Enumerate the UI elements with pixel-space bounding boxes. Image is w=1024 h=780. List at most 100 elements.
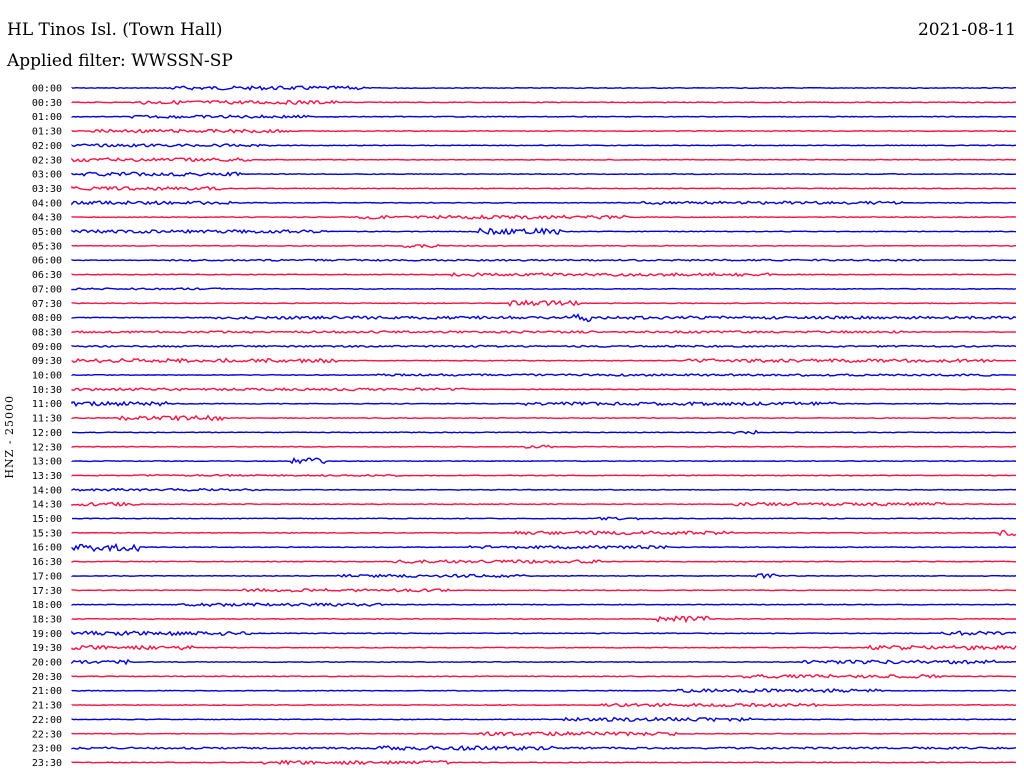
time-tick-label: 05:00: [32, 227, 62, 238]
time-tick-label: 21:30: [32, 701, 62, 712]
trace-row: [71, 143, 1017, 148]
time-tick-label: 19:30: [32, 643, 62, 654]
trace-row: [71, 128, 1016, 134]
trace-row: [71, 271, 1017, 278]
time-tick-label: 16:30: [32, 557, 62, 568]
time-tick-label: 05:30: [32, 241, 62, 252]
trace-row: [71, 287, 1017, 291]
trace-row: [71, 516, 1017, 521]
time-tick-label: 13:30: [32, 471, 62, 482]
trace-row: [71, 487, 1017, 492]
trace-row: [71, 630, 1017, 637]
time-tick-label: 12:00: [32, 428, 62, 439]
time-tick-label: 09:30: [32, 356, 62, 367]
trace-row: [71, 344, 1017, 348]
trace-row: [71, 573, 1017, 580]
date-label: 2021-08-11: [917, 20, 1016, 40]
trace-row: [71, 227, 1017, 236]
trace-row: [71, 157, 1017, 163]
time-tick-label: 20:30: [32, 672, 62, 683]
time-tick-label: 11:30: [32, 414, 62, 425]
trace-row: [71, 387, 1017, 392]
trace-row: [72, 429, 1017, 435]
station-title: HL Tinos Isl. (Town Hall): [7, 20, 223, 40]
time-tick-label: 08:30: [32, 327, 62, 338]
time-tick-label: 02:00: [32, 141, 62, 152]
time-tick-label: 14:30: [32, 500, 62, 511]
trace-row: [71, 329, 1017, 334]
trace-row: [71, 85, 1017, 91]
time-tick-label: 00:30: [32, 98, 62, 109]
time-tick-label: 04:30: [32, 213, 62, 224]
time-tick-label: 18:30: [32, 614, 62, 625]
time-tick-label: 12:30: [32, 442, 62, 453]
time-tick-label: 07:00: [32, 284, 62, 295]
trace-row: [71, 200, 1017, 206]
time-tick-label: 22:30: [32, 729, 62, 740]
time-tick-label: 17:30: [32, 586, 62, 597]
trace-row: [71, 114, 1017, 119]
time-tick-label: 11:00: [32, 399, 62, 410]
trace-row: [71, 587, 1017, 593]
trace-row: [71, 243, 1017, 249]
trace-row: [71, 658, 1017, 666]
time-tick-label: 08:00: [32, 313, 62, 324]
trace-row: [71, 542, 1017, 553]
trace-row: [71, 673, 1017, 679]
trace-row: [71, 702, 1017, 708]
time-tick-label: 07:30: [32, 299, 62, 310]
trace-row: [71, 214, 1017, 220]
time-tick-label: 17:00: [32, 571, 62, 582]
trace-row: [71, 171, 1017, 177]
trace-row: [71, 688, 1017, 694]
time-tick-label: 20:00: [32, 658, 62, 669]
time-tick-label: 04:00: [32, 198, 62, 209]
trace-row: [71, 615, 1017, 624]
trace-row: [71, 501, 1017, 507]
time-tick-label: 23:30: [32, 758, 62, 769]
time-tick-label: 19:00: [32, 629, 62, 640]
time-tick-label: 18:00: [32, 600, 62, 611]
time-tick-label: 15:00: [32, 514, 62, 525]
time-tick-label: 06:30: [32, 270, 62, 281]
trace-row: [71, 559, 1017, 564]
time-tick-label: 09:00: [32, 342, 62, 353]
time-tick-label: 02:30: [32, 155, 62, 166]
trace-row: [71, 185, 1017, 191]
trace-row: [71, 400, 1017, 407]
time-tick-label: 22:00: [32, 715, 62, 726]
trace-row: [71, 745, 1017, 752]
time-tick-label: 13:00: [32, 457, 62, 468]
trace-row: [71, 313, 1017, 323]
time-tick-label: 01:30: [32, 127, 62, 138]
time-tick-label: 10:30: [32, 385, 62, 396]
trace-row: [71, 99, 1017, 105]
trace-row: [71, 644, 1017, 651]
trace-row: [71, 444, 1017, 449]
trace-row: [71, 730, 1017, 737]
trace-row: [71, 258, 1017, 262]
trace-row: [71, 716, 1017, 723]
time-tick-label: 03:30: [32, 184, 62, 195]
time-tick-label: 21:00: [32, 686, 62, 697]
trace-row: [71, 473, 1017, 478]
time-tick-label: 00:00: [32, 84, 62, 95]
filter-label: Applied filter: WWSSN-SP: [7, 51, 233, 71]
trace-row: [71, 357, 1017, 364]
trace-row: [71, 299, 1017, 308]
time-tick-label: 06:00: [32, 256, 62, 267]
time-tick-label: 15:30: [32, 528, 62, 539]
trace-row: [71, 602, 1017, 608]
time-tick-label: 10:00: [32, 371, 62, 382]
time-tick-label: 23:00: [32, 744, 62, 755]
time-tick-label: 16:00: [32, 543, 62, 554]
trace-row: [71, 414, 1017, 422]
time-tick-label: 03:00: [32, 170, 62, 181]
trace-row: [71, 457, 1017, 465]
trace-row: [71, 373, 1017, 377]
time-tick-label: 14:00: [32, 485, 62, 496]
time-tick-label: 01:00: [32, 112, 62, 123]
trace-row: [71, 529, 1017, 537]
trace-row: [71, 759, 1017, 766]
